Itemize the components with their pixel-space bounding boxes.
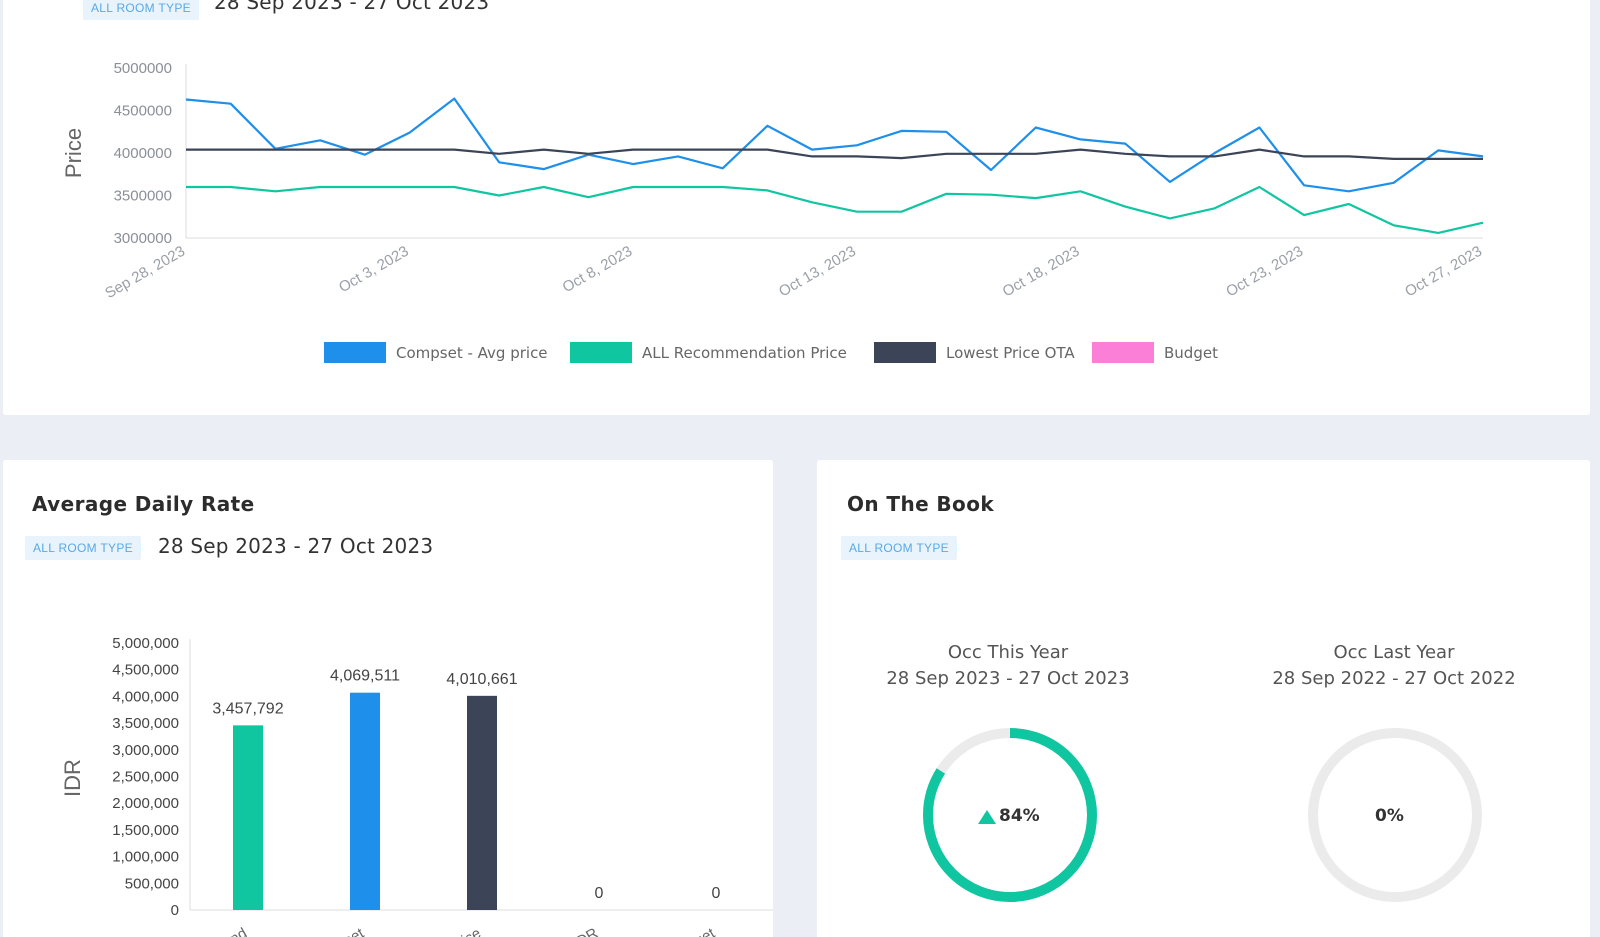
legend-label: ALL Recommendation Price	[642, 344, 847, 362]
legend-item[interactable]: Budget	[1092, 342, 1218, 363]
occ-last-year-label: Occ Last Year	[1333, 642, 1455, 663]
adr-card: Average Daily Rate ALL ROOM TYPE 28 Sep …	[3, 460, 773, 937]
y-tick-label: 2,000,000	[112, 795, 179, 812]
y-tick-label: 4000000	[114, 145, 172, 162]
legend-item[interactable]: ALL Recommendation Price	[570, 342, 847, 363]
occ-last-year-donut: 0%	[1308, 728, 1482, 902]
series-line	[186, 185, 1484, 234]
x-tick-label: Oct 3, 2023	[336, 243, 412, 297]
occ-this-year-label: Occ This Year	[947, 642, 1069, 663]
occ-last-year-value: 0%	[1375, 806, 1404, 826]
y-tick-label: 4,500,000	[112, 662, 179, 679]
legend-swatch	[324, 342, 386, 363]
occ-this-year-value: 84%	[999, 806, 1040, 826]
x-tick-label: dget	[684, 924, 719, 937]
trend-up-icon	[978, 810, 996, 824]
series-line	[186, 148, 1483, 160]
price-line-chart: 5000000 4500000 4000000 3500000 3000000 Price…	[61, 60, 1485, 363]
series-line	[185, 97, 1484, 193]
y-axis-title: IDR	[60, 759, 85, 797]
x-tick-label: oset	[334, 924, 368, 937]
date-range: 28 Sep 2023 - 27 Oct 2023	[214, 0, 490, 14]
y-tick-label: 5000000	[114, 60, 172, 77]
bar-value-label: 0	[712, 885, 721, 902]
legend-label: Compset - Avg price	[396, 344, 548, 362]
legend-label: Lowest Price OTA	[946, 344, 1075, 362]
occ-last-year-range: 28 Sep 2022 - 27 Oct 2022	[1272, 668, 1516, 689]
legend-label: Budget	[1164, 344, 1218, 362]
x-tick-label: Oct 8, 2023	[560, 243, 636, 297]
room-type-badge[interactable]: ALL ROOM TYPE	[841, 536, 957, 560]
x-tick-label: Oct 27, 2023	[1402, 243, 1485, 301]
bar-value-label: 4,010,661	[446, 671, 517, 688]
bar-value-label: 3,457,792	[212, 700, 283, 717]
on-the-book-card: On The Book ALL ROOM TYPE Occ This Year …	[817, 460, 1590, 937]
y-tick-label: 5,000,000	[112, 635, 179, 652]
occ-this-year-donut: 84%	[923, 728, 1097, 902]
x-tick-label: Oct 18, 2023	[1000, 243, 1083, 301]
bar-value-label: 0	[595, 885, 604, 902]
y-tick-label: 2,500,000	[112, 769, 179, 786]
y-tick-label: 1,500,000	[112, 822, 179, 839]
occ-this-year-range: 28 Sep 2023 - 27 Oct 2023	[886, 668, 1130, 689]
card-title: Average Daily Rate	[32, 492, 255, 516]
legend-item[interactable]: Lowest Price OTA	[874, 342, 1075, 363]
bar[interactable]	[350, 692, 380, 910]
x-tick-label: end	[220, 925, 250, 937]
y-tick-label: 3,500,000	[112, 715, 179, 732]
x-tick-label: Sep 28, 2023	[102, 243, 188, 302]
legend-item[interactable]: Compset - Avg price	[324, 342, 548, 363]
y-tick-label: 3,000,000	[112, 742, 179, 759]
room-type-badge[interactable]: ALL ROOM TYPE	[83, 0, 199, 20]
room-type-badge[interactable]: ALL ROOM TYPE	[25, 536, 141, 560]
x-tick-label: ADR	[565, 925, 601, 937]
y-tick-label: 0	[171, 902, 179, 919]
y-tick-label: 3500000	[114, 188, 172, 205]
occ-last-year-caption: Occ Last Year 28 Sep 2022 - 27 Oct 2022	[1214, 640, 1574, 692]
y-tick-label: 4500000	[114, 103, 172, 120]
card-title: On The Book	[847, 492, 995, 516]
x-tick-label: Oct 23, 2023	[1223, 243, 1306, 301]
donut-progress	[923, 728, 1097, 902]
bar[interactable]	[233, 725, 263, 910]
y-tick-label: 4,000,000	[112, 688, 179, 705]
price-chart-card: ALL ROOM TYPE 28 Sep 2023 - 27 Oct 2023 …	[3, 0, 1590, 415]
legend-swatch	[874, 342, 936, 363]
bar-value-label: 4,069,511	[330, 668, 400, 685]
bar[interactable]	[467, 695, 497, 910]
y-tick-label: 1,000,000	[112, 849, 179, 866]
occupancy-donuts: 84% 0%	[923, 728, 1482, 902]
donut-track	[1308, 728, 1482, 902]
occ-this-year-caption: Occ This Year 28 Sep 2023 - 27 Oct 2023	[828, 640, 1188, 692]
legend-swatch	[1092, 342, 1154, 363]
date-range: 28 Sep 2023 - 27 Oct 2023	[158, 534, 434, 558]
adr-bar-chart: 5,000,000 4,500,000 4,000,000 3,500,000 3,00…	[60, 635, 773, 937]
y-axis-title: Price	[61, 128, 86, 178]
y-tick-label: 3000000	[114, 230, 172, 247]
x-tick-label: Price	[446, 925, 484, 937]
legend-swatch	[570, 342, 632, 363]
y-tick-label: 500,000	[125, 875, 179, 892]
x-tick-label: Oct 13, 2023	[776, 243, 859, 301]
